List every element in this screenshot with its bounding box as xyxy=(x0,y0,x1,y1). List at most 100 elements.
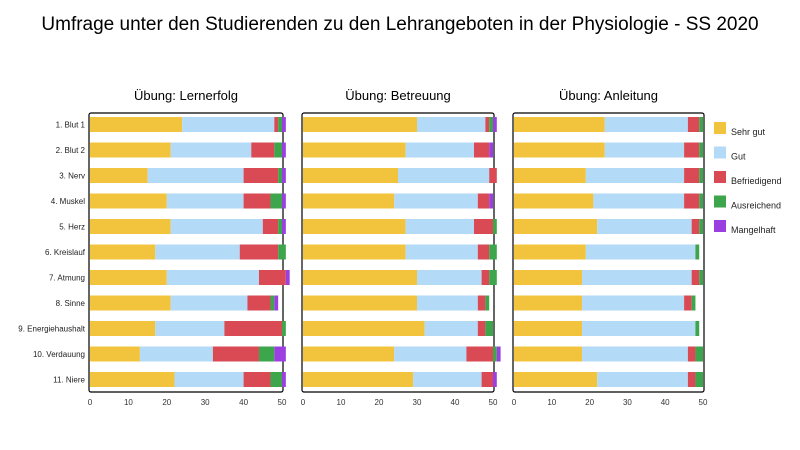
bar-segment xyxy=(489,270,497,285)
bar-segment xyxy=(699,219,703,234)
bar-segment xyxy=(514,168,586,183)
tick-label: 40 xyxy=(239,398,248,407)
bar-segment xyxy=(684,193,700,209)
bar-segment xyxy=(413,372,482,387)
panel-title: Übung: Betreuung xyxy=(345,88,451,103)
bar-segment xyxy=(493,219,497,234)
bar-segment xyxy=(90,346,140,362)
bar-segment xyxy=(278,117,282,132)
category-label: 11. Niere xyxy=(53,376,85,385)
bar-segment xyxy=(604,117,688,132)
legend-swatch xyxy=(714,195,726,208)
category-label: 3. Nerv xyxy=(59,172,85,181)
bar-segment xyxy=(481,270,490,285)
bar-segment xyxy=(597,219,692,234)
bar-segment xyxy=(514,219,598,234)
bar-segment xyxy=(405,244,478,260)
legend-swatch xyxy=(714,171,726,183)
bar-segment xyxy=(303,244,406,260)
bar-segment xyxy=(282,168,286,183)
bar-segment xyxy=(166,270,259,285)
tick-label: 40 xyxy=(661,398,670,407)
bar-segment xyxy=(170,142,252,158)
tick-label: 30 xyxy=(623,398,632,407)
bar-segment xyxy=(514,321,583,336)
category-label: 2. Blut 2 xyxy=(56,146,86,155)
panel-frame xyxy=(512,112,705,393)
bar-segment xyxy=(684,142,700,158)
bar-segment xyxy=(182,117,275,132)
bar-segment xyxy=(585,244,696,260)
bar-segment xyxy=(687,117,700,132)
bar-segment xyxy=(477,244,490,260)
tick-label: 50 xyxy=(278,398,287,407)
bar-segment xyxy=(687,372,696,387)
bar-segment xyxy=(695,321,700,336)
bar-segment xyxy=(398,168,490,183)
category-label: 1. Blut 1 xyxy=(56,121,86,130)
tick-label: 30 xyxy=(413,398,422,407)
category-label: 5. Herz xyxy=(59,223,85,232)
bar-segment xyxy=(147,168,244,183)
bar-segment xyxy=(474,142,490,158)
bar-segment xyxy=(155,244,240,260)
bar-segment xyxy=(417,270,482,285)
legend: Sehr gut Gut Befriedigend Ausreichend Mangel… xyxy=(714,122,782,235)
tick-label: 50 xyxy=(699,398,708,407)
legend-label: Befriedigend xyxy=(731,176,782,186)
bar-segment xyxy=(282,372,286,387)
bar-segment xyxy=(699,193,703,209)
bar-segment xyxy=(270,193,282,209)
tick-label: 0 xyxy=(88,398,93,407)
bar-segment xyxy=(699,270,703,285)
legend-label: Ausreichend xyxy=(731,201,781,211)
bar-segment xyxy=(282,193,286,209)
bar-segment xyxy=(489,168,497,183)
bar-segment xyxy=(282,142,286,158)
bar-segment xyxy=(489,193,493,209)
bar-segment xyxy=(691,270,700,285)
bar-segment xyxy=(695,244,700,260)
bar-segment xyxy=(258,346,275,362)
panel-title: Übung: Lernerfolg xyxy=(134,88,238,103)
bar-segment xyxy=(493,346,497,362)
category-label: 4. Muskel xyxy=(51,197,85,206)
bar-segment xyxy=(493,117,497,132)
bar-segment xyxy=(285,270,290,285)
bar-segment xyxy=(243,193,271,209)
bar-segment xyxy=(90,244,156,260)
bar-segment xyxy=(224,321,282,336)
bar-segment xyxy=(582,346,688,362)
bar-segment xyxy=(90,372,175,387)
bar-segment xyxy=(303,168,398,183)
tick-label: 10 xyxy=(124,398,133,407)
legend-swatch xyxy=(714,220,726,232)
tick-label: 0 xyxy=(301,398,306,407)
bar-segment xyxy=(303,270,417,285)
bar-segment xyxy=(514,346,583,362)
bar-segment xyxy=(582,270,692,285)
bar-segment xyxy=(247,295,271,311)
category-label: 10. Verdauung xyxy=(33,350,85,359)
bar-segment xyxy=(514,270,583,285)
bar-segment xyxy=(691,295,696,311)
bar-segment xyxy=(582,321,696,336)
bar-segment xyxy=(699,142,703,158)
bar-segment xyxy=(274,295,279,311)
bar-segment xyxy=(243,372,271,387)
bar-segment xyxy=(303,142,406,158)
bar-segment xyxy=(485,295,490,311)
bar-segment xyxy=(278,168,282,183)
bar-segment xyxy=(424,321,478,336)
bar-segment xyxy=(212,346,259,362)
tick-label: 0 xyxy=(512,398,517,407)
bar-segment xyxy=(303,295,417,311)
legend-swatch xyxy=(714,146,726,159)
bar-segment xyxy=(282,117,286,132)
bar-segment xyxy=(582,295,685,311)
tick-label: 10 xyxy=(337,398,346,407)
panel-3: Übung: Anleitung 0 10 20 30 40 50 xyxy=(512,88,708,407)
bar-segment xyxy=(417,295,478,311)
bar-segment xyxy=(90,117,183,132)
